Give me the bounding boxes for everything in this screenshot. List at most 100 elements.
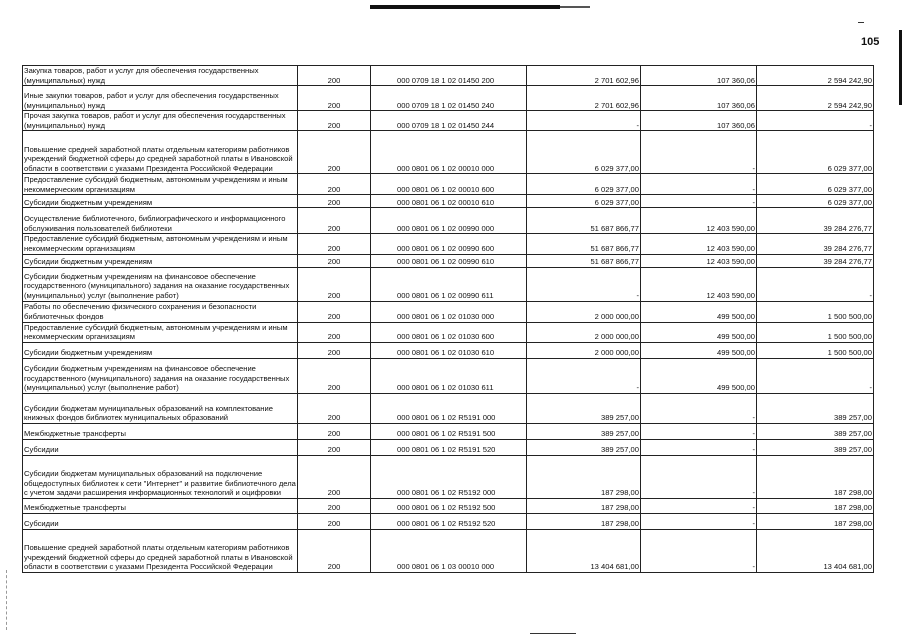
row-executed: - bbox=[640, 497, 757, 514]
row-approved: 187 298,00 bbox=[526, 454, 641, 499]
row-code: 200 bbox=[297, 357, 371, 394]
row-executed: 12 403 590,00 bbox=[640, 253, 757, 268]
table-row: Субсидии бюджетным учреждениям 200 000 080… bbox=[22, 194, 874, 209]
row-code: 200 bbox=[297, 233, 371, 255]
row-name: Повышение средней заработной платы отдел… bbox=[22, 528, 298, 573]
row-name: Межбюджетные трансферты bbox=[22, 497, 298, 514]
row-name: Предоставление субсидий бюджетным, автон… bbox=[22, 233, 298, 255]
row-unexecuted: 1 500 500,00 bbox=[756, 300, 874, 323]
row-executed: 107 360,06 bbox=[640, 110, 757, 132]
row-executed: 499 500,00 bbox=[640, 321, 757, 343]
row-approved: - bbox=[526, 357, 641, 394]
scan-artifact-top-bar bbox=[370, 5, 560, 9]
row-kbk: 000 0801 06 1 02 00010 600 bbox=[370, 173, 527, 196]
row-name: Повышение средней заработной платы отдел… bbox=[22, 130, 298, 175]
table-row: Субсидии 200 000 0801 06 1 02 R5192 520 187… bbox=[22, 512, 874, 530]
row-approved: 13 404 681,00 bbox=[526, 528, 641, 573]
row-name: Субсидии bbox=[22, 438, 298, 456]
row-approved: 51 687 866,77 bbox=[526, 207, 641, 235]
table-row: Межбюджетные трансферты 200 000 0801 06 1 … bbox=[22, 422, 874, 440]
row-kbk: 000 0801 06 1 02 00010 610 bbox=[370, 194, 527, 209]
row-approved: 2 701 602,96 bbox=[526, 85, 641, 112]
row-approved: 2 000 000,00 bbox=[526, 341, 641, 359]
row-unexecuted: 39 284 276,77 bbox=[756, 253, 874, 268]
row-kbk: 000 0801 06 1 02 00990 600 bbox=[370, 233, 527, 255]
row-unexecuted: 39 284 276,77 bbox=[756, 233, 874, 255]
table-row: Субсидии бюджетным учреждениям на финанс… bbox=[22, 357, 874, 394]
row-approved: 51 687 866,77 bbox=[526, 253, 641, 268]
row-code: 200 bbox=[297, 341, 371, 359]
row-kbk: 000 0801 06 1 02 R5192 520 bbox=[370, 512, 527, 530]
row-unexecuted: 2 594 242,90 bbox=[756, 85, 874, 112]
row-approved: 389 257,00 bbox=[526, 422, 641, 440]
table-row: Субсидии бюджетам муниципальных образова… bbox=[22, 392, 874, 424]
row-executed: 12 403 590,00 bbox=[640, 233, 757, 255]
row-name: Закупка товаров, работ и услуг для обесп… bbox=[22, 64, 298, 87]
row-unexecuted: 6 029 377,00 bbox=[756, 173, 874, 196]
row-code: 200 bbox=[297, 173, 371, 196]
row-executed: 499 500,00 bbox=[640, 357, 757, 394]
row-code: 200 bbox=[297, 194, 371, 209]
row-code: 200 bbox=[297, 321, 371, 343]
row-approved: 2 000 000,00 bbox=[526, 321, 641, 343]
scan-artifact-right-edge bbox=[899, 30, 902, 105]
row-kbk: 000 0709 18 1 02 01450 200 bbox=[370, 64, 527, 87]
table-row: Субсидии 200 000 0801 06 1 02 R5191 520 389… bbox=[22, 438, 874, 456]
row-unexecuted: 187 298,00 bbox=[756, 497, 874, 514]
row-kbk: 000 0801 06 1 02 01030 611 bbox=[370, 357, 527, 394]
scan-artifact-dash bbox=[858, 22, 864, 23]
row-code: 200 bbox=[297, 85, 371, 112]
table-row: Осуществление библиотечного, библиографи… bbox=[22, 207, 874, 235]
row-code: 200 bbox=[297, 497, 371, 514]
row-unexecuted: 2 594 242,90 bbox=[756, 64, 874, 87]
row-kbk: 000 0801 06 1 02 00010 000 bbox=[370, 130, 527, 175]
row-approved: 187 298,00 bbox=[526, 512, 641, 530]
row-kbk: 000 0801 06 1 02 00990 610 bbox=[370, 253, 527, 268]
row-unexecuted: - bbox=[756, 266, 874, 302]
row-executed: 499 500,00 bbox=[640, 300, 757, 323]
row-name: Предоставление субсидий бюджетным, автон… bbox=[22, 321, 298, 343]
scan-artifact-bottom-line bbox=[530, 633, 576, 634]
row-kbk: 000 0801 06 1 02 R5191 000 bbox=[370, 392, 527, 424]
row-kbk: 000 0709 18 1 02 01450 244 bbox=[370, 110, 527, 132]
row-code: 200 bbox=[297, 438, 371, 456]
row-code: 200 bbox=[297, 207, 371, 235]
row-unexecuted: 13 404 681,00 bbox=[756, 528, 874, 573]
table-row: Субсидии бюджетным учреждениям 200 000 080… bbox=[22, 341, 874, 359]
row-executed: 107 360,06 bbox=[640, 64, 757, 87]
row-approved: 187 298,00 bbox=[526, 497, 641, 514]
row-unexecuted: 39 284 276,77 bbox=[756, 207, 874, 235]
table-row: Межбюджетные трансферты 200 000 0801 06 1 … bbox=[22, 497, 874, 514]
row-approved: 389 257,00 bbox=[526, 392, 641, 424]
row-unexecuted: 6 029 377,00 bbox=[756, 130, 874, 175]
row-name: Прочая закупка товаров, работ и услуг дл… bbox=[22, 110, 298, 132]
row-unexecuted: 1 500 500,00 bbox=[756, 341, 874, 359]
row-executed: - bbox=[640, 438, 757, 456]
row-kbk: 000 0801 06 1 02 R5191 520 bbox=[370, 438, 527, 456]
scan-artifact-top-bar-tail bbox=[560, 6, 590, 8]
row-kbk: 000 0801 06 1 02 01030 610 bbox=[370, 341, 527, 359]
row-code: 200 bbox=[297, 266, 371, 302]
row-executed: - bbox=[640, 173, 757, 196]
row-name: Предоставление субсидий бюджетным, автон… bbox=[22, 173, 298, 196]
row-approved: - bbox=[526, 110, 641, 132]
table-row: Повышение средней заработной платы отдел… bbox=[22, 528, 874, 573]
row-code: 200 bbox=[297, 130, 371, 175]
row-executed: 107 360,06 bbox=[640, 85, 757, 112]
table-row: Предоставление субсидий бюджетным, автон… bbox=[22, 173, 874, 196]
row-code: 200 bbox=[297, 392, 371, 424]
table-row: Субсидии бюджетным учреждениям на финанс… bbox=[22, 266, 874, 302]
row-kbk: 000 0801 06 1 02 R5191 500 bbox=[370, 422, 527, 440]
row-unexecuted: 1 500 500,00 bbox=[756, 321, 874, 343]
row-name: Осуществление библиотечного, библиографи… bbox=[22, 207, 298, 235]
row-approved: 2 701 602,96 bbox=[526, 64, 641, 87]
row-name: Иные закупки товаров, работ и услуг для … bbox=[22, 85, 298, 112]
row-name: Межбюджетные трансферты bbox=[22, 422, 298, 440]
row-name: Субсидии бюджетам муниципальных образова… bbox=[22, 392, 298, 424]
row-approved: 6 029 377,00 bbox=[526, 194, 641, 209]
row-name: Субсидии бюджетным учреждениям на финанс… bbox=[22, 266, 298, 302]
row-approved: 6 029 377,00 bbox=[526, 173, 641, 196]
table-row: Прочая закупка товаров, работ и услуг дл… bbox=[22, 110, 874, 132]
row-name: Субсидии бюджетным учреждениям на финанс… bbox=[22, 357, 298, 394]
table-row: Повышение средней заработной платы отдел… bbox=[22, 130, 874, 175]
